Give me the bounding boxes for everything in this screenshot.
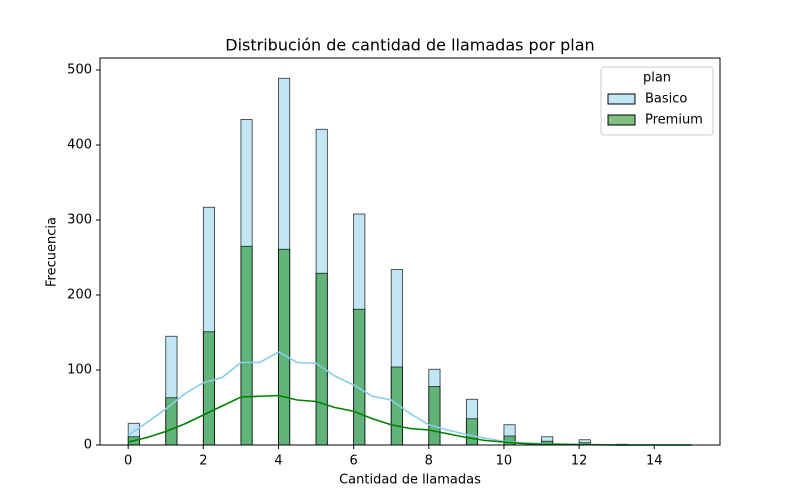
x-tick-label: 6 — [349, 454, 357, 469]
y-tick-label: 500 — [67, 63, 92, 78]
legend-title: plan — [643, 71, 671, 86]
bar — [202, 331, 216, 446]
legend-swatch — [607, 93, 636, 105]
x-tick-label: 2 — [199, 454, 207, 469]
x-tick-label: 4 — [274, 454, 282, 469]
legend-swatch — [607, 114, 636, 126]
bar — [503, 435, 516, 446]
x-tick-label: 0 — [124, 454, 132, 469]
legend-label: Premium — [645, 113, 703, 128]
y-tick-label: 0 — [84, 438, 92, 453]
y-axis-label: Frecuencia — [45, 217, 60, 287]
x-tick-label: 10 — [496, 454, 513, 469]
bar — [465, 418, 479, 446]
x-axis-label: Cantidad de llamadas — [339, 473, 481, 488]
y-tick-label: 400 — [67, 138, 92, 153]
bar — [315, 272, 328, 446]
chart-title: Distribución de cantidad de llamadas por… — [225, 36, 594, 55]
y-tick-label: 200 — [67, 288, 92, 303]
bar — [353, 308, 366, 446]
x-tick-label: 8 — [425, 454, 433, 469]
plot-frame — [99, 57, 721, 446]
x-tick-label: 14 — [646, 454, 663, 469]
bar — [428, 386, 441, 446]
kde-line — [127, 394, 692, 446]
bar — [240, 245, 253, 446]
y-tick-label: 100 — [67, 363, 92, 378]
x-tick-label: 12 — [571, 454, 588, 469]
legend-label: Basico — [645, 92, 687, 107]
bar — [278, 248, 291, 446]
y-tick-label: 300 — [67, 213, 92, 228]
